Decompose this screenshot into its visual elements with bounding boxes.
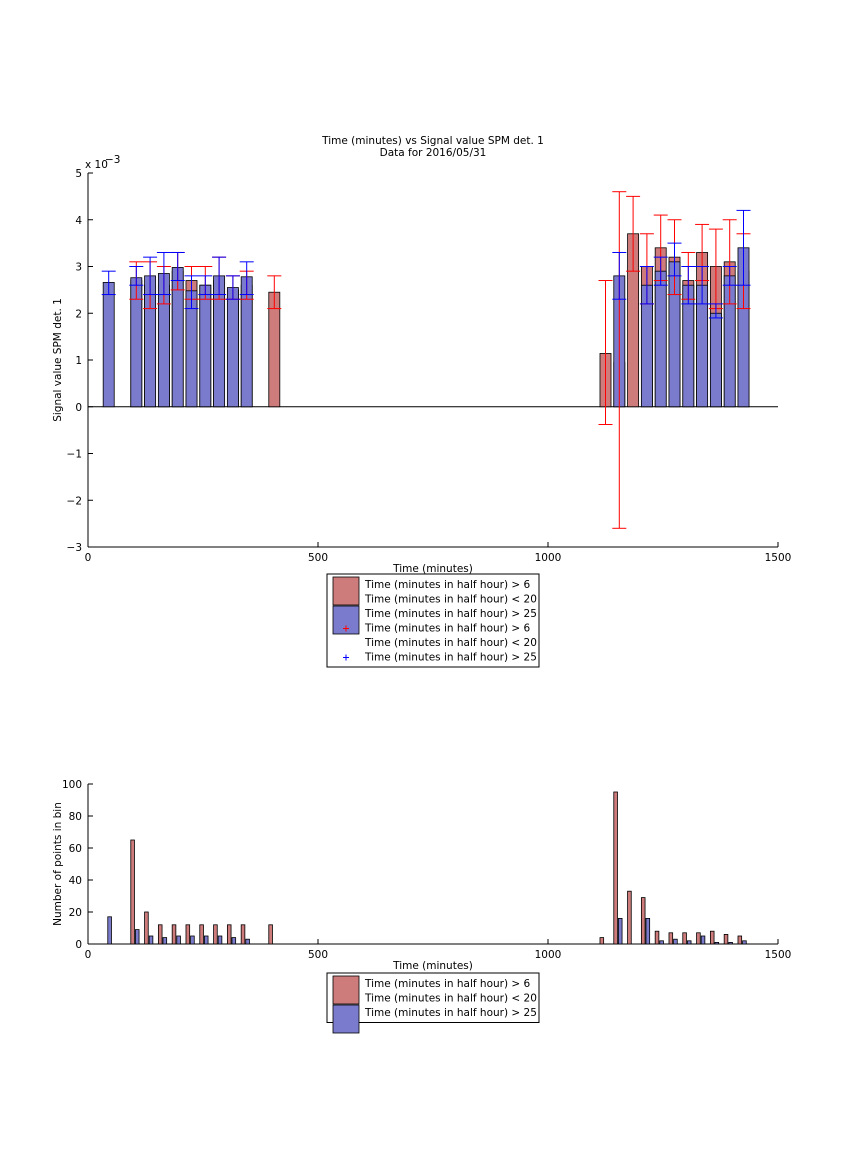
- y-tick-label: 2: [75, 308, 82, 320]
- bar: [696, 932, 701, 945]
- legend-box: [326, 573, 540, 668]
- x-tick-label: 500: [308, 552, 328, 564]
- bar: [654, 930, 660, 945]
- bar: [700, 935, 706, 945]
- bar: [203, 935, 209, 945]
- bar: [171, 924, 177, 945]
- legend-label: Time (minutes in half hour) > 25: [364, 608, 537, 620]
- x-tick-label: 1500: [765, 552, 792, 564]
- bar: [723, 934, 729, 945]
- y-tick-label: 0: [75, 402, 82, 414]
- legend-label: Time (minutes in half hour) > 25: [364, 652, 537, 664]
- bar: [613, 791, 618, 945]
- bar: [231, 937, 237, 945]
- x-tick-label: 1500: [765, 949, 792, 961]
- bar: [654, 270, 667, 408]
- y-tick-label: 0: [75, 939, 82, 951]
- bar: [268, 924, 273, 945]
- y-tick-label: 80: [69, 811, 82, 823]
- legend-label: Time (minutes in half hour) > 6: [364, 579, 531, 591]
- bar: [737, 935, 743, 945]
- bar: [728, 942, 733, 945]
- y-axis-label: Signal value SPM det. 1: [52, 298, 64, 422]
- chart-title: Data for 2016/05/31: [380, 147, 487, 159]
- bar: [709, 312, 722, 408]
- bar: [668, 932, 674, 945]
- bar: [627, 890, 632, 945]
- bar: [742, 940, 747, 945]
- bar: [686, 940, 692, 945]
- bar: [185, 924, 191, 945]
- bar: [714, 942, 720, 945]
- legend-label: Time (minutes in half hour) > 6: [364, 623, 531, 635]
- bar: [107, 916, 112, 945]
- bar: [709, 930, 715, 945]
- chart-title: Time (minutes) vs Signal value SPM det. …: [321, 135, 544, 147]
- chart-points-in-bin: 0 500 1000 1500 0 20 40 60 80 100 Time (minutes) Nu…: [52, 779, 792, 1034]
- bar: [199, 284, 212, 408]
- bar: [673, 938, 678, 945]
- bar: [268, 291, 281, 408]
- bar: [659, 940, 664, 945]
- bar: [682, 932, 687, 945]
- bar: [213, 924, 218, 945]
- x-tick-label: 500: [308, 949, 328, 961]
- y-tick-label: −3: [67, 542, 82, 554]
- y-tick-label: 60: [69, 843, 82, 855]
- y-tick-label: −1: [67, 449, 82, 461]
- bar: [217, 935, 223, 945]
- bar: [645, 918, 651, 945]
- x-tick-label: 0: [85, 552, 92, 564]
- legend-label: Time (minutes in half hour) < 20: [364, 993, 537, 1005]
- y-tick-label: 20: [69, 907, 82, 919]
- bar: [245, 938, 250, 945]
- bar: [102, 281, 115, 408]
- bar: [130, 839, 135, 945]
- legend-box: [326, 972, 540, 1023]
- y-tick-label: −2: [67, 495, 82, 507]
- chart-signal-value: 0 500 1000 1500 −3 −2 −1 0 1 2 3 4 5 Time (minutes) v…: [52, 135, 792, 668]
- y-exponent-label: x 10: [85, 159, 108, 171]
- legend-swatch: [332, 1004, 360, 1034]
- x-axis-label: Time (minutes): [392, 563, 473, 575]
- y-tick-label: 1: [75, 355, 82, 367]
- bar: [157, 924, 163, 945]
- legend-swatch: [332, 975, 360, 1005]
- y-tick-label: 100: [62, 779, 82, 791]
- x-tick-label: 1000: [535, 949, 562, 961]
- y-tick-label: 4: [75, 215, 82, 227]
- legend-label: Time (minutes in half hour) < 20: [364, 594, 537, 606]
- bar: [617, 918, 623, 945]
- bar: [162, 937, 168, 945]
- bar: [240, 924, 246, 945]
- bar: [134, 929, 140, 945]
- x-tick-label: 0: [85, 949, 92, 961]
- legend-label: Time (minutes in half hour) > 25: [364, 1007, 537, 1019]
- bar: [640, 897, 646, 945]
- bar: [190, 935, 195, 945]
- legend-label: Time (minutes in half hour) < 20: [364, 637, 537, 649]
- bar: [144, 911, 149, 945]
- bar: [226, 924, 232, 945]
- y-tick-label: 40: [69, 875, 82, 887]
- y-tick-label: 5: [75, 168, 82, 180]
- bar: [176, 935, 181, 945]
- y-axis-label: Number of points in bin: [52, 802, 64, 926]
- legend-label: Time (minutes in half hour) > 6: [364, 978, 531, 990]
- x-axis-label: Time (minutes): [392, 960, 473, 972]
- bar: [226, 287, 239, 408]
- bar: [199, 924, 204, 945]
- bar: [599, 937, 605, 945]
- y-tick-label: 3: [75, 262, 82, 274]
- x-tick-label: 1000: [535, 552, 562, 564]
- legend-swatch: [332, 576, 360, 606]
- y-exponent-value: −3: [105, 154, 120, 166]
- bar: [148, 935, 154, 945]
